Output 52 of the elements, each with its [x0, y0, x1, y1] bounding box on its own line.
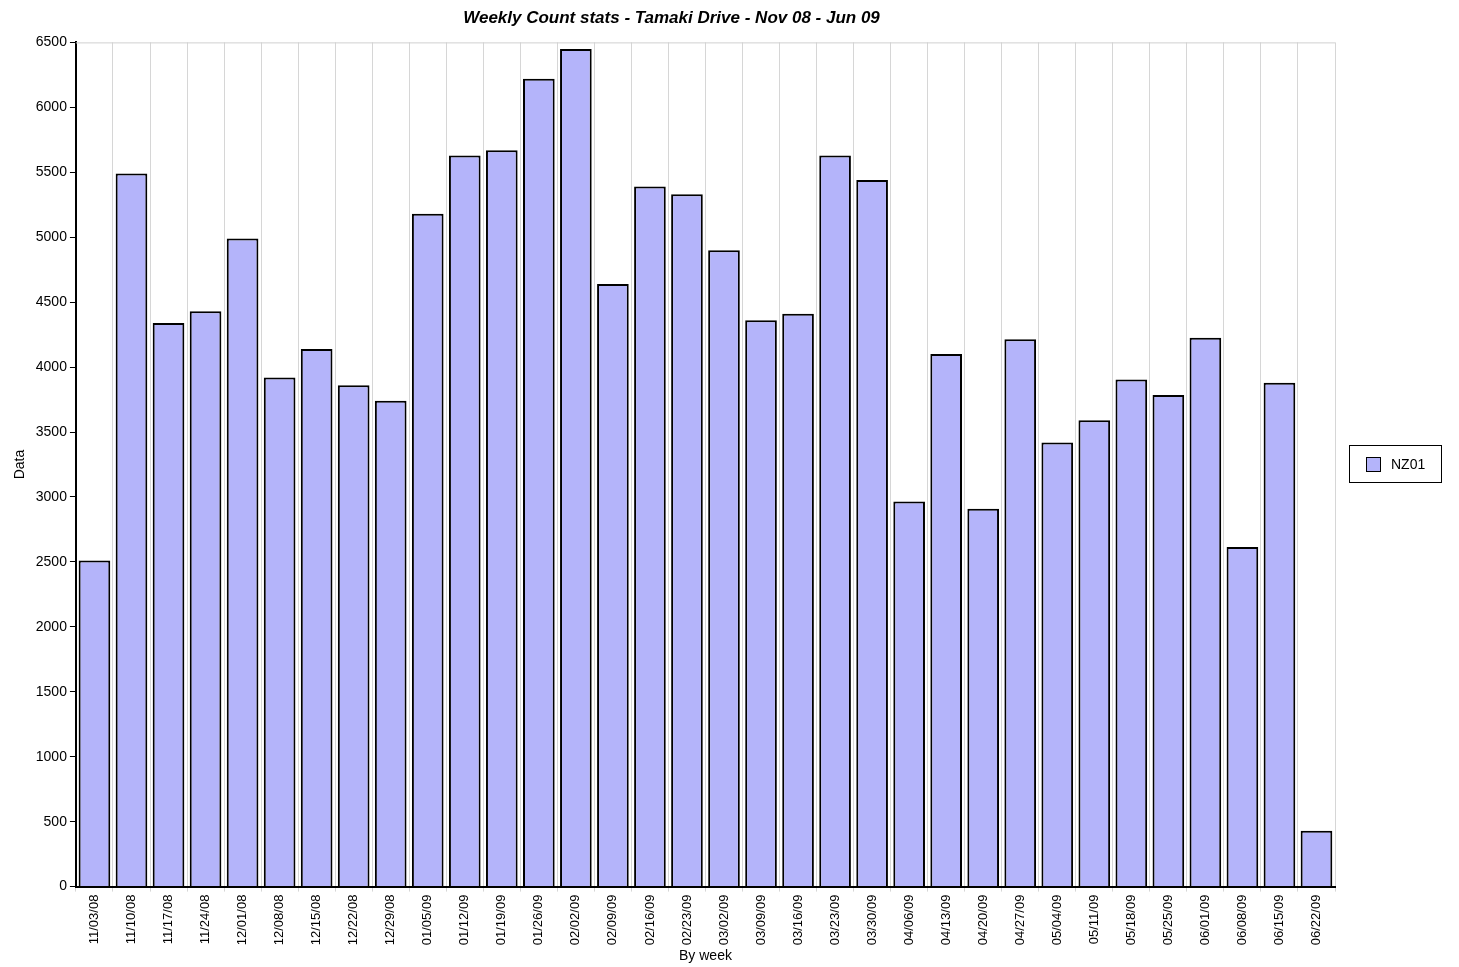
- x-axis-title: By week: [679, 947, 733, 964]
- x-tick-label: 03/16/09: [789, 894, 805, 946]
- y-tick-label: 2000: [35, 617, 68, 634]
- x-tick-label: 05/04/09: [1048, 894, 1064, 946]
- x-tick-label: 12/08/08: [271, 894, 287, 946]
- x-tick-label: 04/06/09: [900, 894, 916, 946]
- x-tick-label: 06/22/09: [1308, 894, 1324, 946]
- x-tick-label: 06/15/09: [1271, 894, 1287, 946]
- y-axis-title: Data: [11, 449, 28, 480]
- x-tick-label: 11/10/08: [123, 894, 139, 945]
- y-tick-label: 1500: [35, 682, 68, 699]
- y-tick-label: 3000: [35, 487, 68, 504]
- x-tick-label: 06/01/09: [1196, 894, 1212, 946]
- x-tick-label: 03/02/09: [715, 894, 731, 946]
- x-tick-label: 01/26/09: [530, 894, 546, 946]
- x-tick-label: 05/25/09: [1159, 894, 1175, 946]
- x-tick-label: 12/01/08: [234, 894, 250, 946]
- y-tick-label: 6500: [35, 33, 68, 50]
- x-tick-label: 01/05/09: [419, 894, 435, 946]
- y-tick-label: 0: [59, 877, 68, 894]
- y-tick-label: 5000: [35, 228, 68, 245]
- x-tick-label: 03/23/09: [826, 894, 842, 946]
- x-tick-label: 04/27/09: [1011, 894, 1027, 946]
- x-tick-label: 05/11/09: [1085, 894, 1101, 945]
- x-tick-label: 12/29/08: [382, 894, 398, 946]
- x-tick-label: 03/30/09: [863, 894, 879, 946]
- x-tick-label: 02/16/09: [641, 894, 657, 946]
- x-tick-label: 04/13/09: [937, 894, 953, 946]
- x-tick-label: 05/18/09: [1122, 894, 1138, 946]
- x-tick-label: 02/23/09: [678, 894, 694, 946]
- y-tick-label: 5500: [35, 163, 68, 180]
- chart-title: Weekly Count stats - Tamaki Drive - Nov 08 - Jun 09: [463, 7, 881, 27]
- x-tick-label: 11/24/08: [197, 894, 213, 945]
- x-tick-label: 11/17/08: [160, 894, 176, 945]
- y-tick-label: 6000: [35, 98, 68, 115]
- x-tick-label: 02/09/09: [604, 894, 620, 946]
- y-tick-label: 1000: [35, 747, 68, 764]
- x-tick-label: 11/03/08: [86, 894, 102, 945]
- y-tick-label: 4000: [35, 357, 68, 374]
- x-tick-label: 01/12/09: [456, 894, 472, 946]
- y-tick-label: 4500: [35, 293, 68, 310]
- y-tick-label: 2500: [35, 552, 68, 569]
- text: NZ01: [1391, 456, 1426, 473]
- x-tick-label: 04/20/09: [974, 894, 990, 946]
- x-tick-label: 06/08/09: [1234, 894, 1249, 946]
- y-tick-label: 3500: [35, 422, 68, 439]
- y-tick-label: 500: [43, 812, 68, 829]
- x-tick-label: 12/22/08: [345, 894, 361, 946]
- x-tick-label: 01/19/09: [493, 894, 509, 946]
- x-tick-label: 02/02/09: [567, 894, 583, 946]
- x-tick-label: 03/09/09: [752, 894, 768, 946]
- x-tick-label: 12/15/08: [308, 894, 324, 946]
